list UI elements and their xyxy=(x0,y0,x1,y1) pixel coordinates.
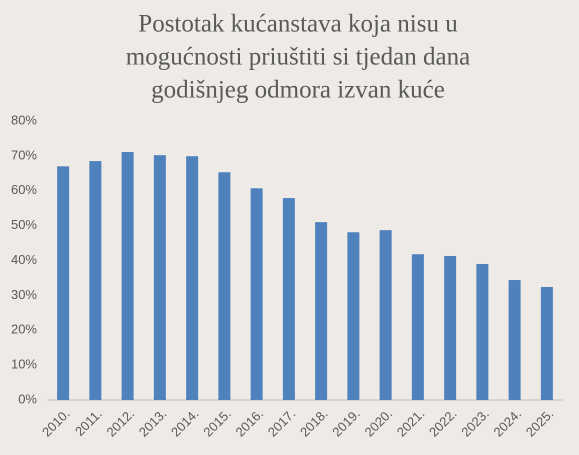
bar xyxy=(89,161,102,400)
y-tick-label: 30% xyxy=(11,287,37,302)
bar xyxy=(218,172,231,400)
bar xyxy=(411,254,424,400)
bar xyxy=(379,230,392,400)
y-tick-label: 60% xyxy=(11,182,37,197)
y-tick-label: 0% xyxy=(18,391,37,406)
chart-title: godišnjeg odmora izvan kuće xyxy=(151,77,445,104)
bar xyxy=(540,287,553,400)
bar xyxy=(444,255,457,400)
bar xyxy=(153,155,166,400)
bar xyxy=(186,156,199,400)
bar xyxy=(476,263,489,400)
chart-title: Postotak kućanstava koja nisu u xyxy=(138,11,458,38)
y-tick-label: 80% xyxy=(11,112,37,127)
y-tick-label: 40% xyxy=(11,252,37,267)
bar xyxy=(315,222,328,400)
y-tick-label: 50% xyxy=(11,217,37,232)
y-tick-label: 70% xyxy=(11,147,37,162)
chart-title: mogućnosti priuštiti si tjedan dana xyxy=(126,44,470,71)
bar xyxy=(347,232,360,400)
bar xyxy=(121,152,134,400)
bar xyxy=(250,188,263,400)
y-tick-label: 20% xyxy=(11,322,37,337)
bar xyxy=(282,198,295,400)
bar xyxy=(508,280,521,400)
bar xyxy=(57,166,70,400)
y-tick-label: 10% xyxy=(11,357,37,372)
